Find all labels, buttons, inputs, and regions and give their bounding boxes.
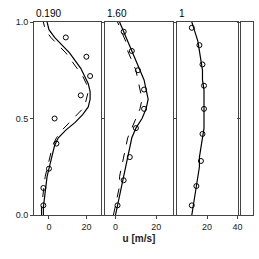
svg-text:1: 1 — [179, 8, 185, 19]
svg-text:1.60: 1.60 — [107, 8, 127, 19]
svg-text:20: 20 — [81, 222, 91, 232]
svg-text:1.0: 1.0 — [16, 17, 29, 27]
svg-text:0.5: 0.5 — [16, 114, 29, 124]
svg-text:20: 20 — [202, 222, 212, 232]
svg-text:20: 20 — [151, 222, 161, 232]
svg-text:0: 0 — [113, 222, 118, 232]
svg-text:0: 0 — [46, 222, 51, 232]
svg-text:0.0: 0.0 — [16, 210, 29, 220]
svg-text:u [m/s]: u [m/s] — [123, 233, 156, 244]
svg-text:0.190: 0.190 — [36, 8, 61, 19]
svg-text:40: 40 — [233, 222, 243, 232]
